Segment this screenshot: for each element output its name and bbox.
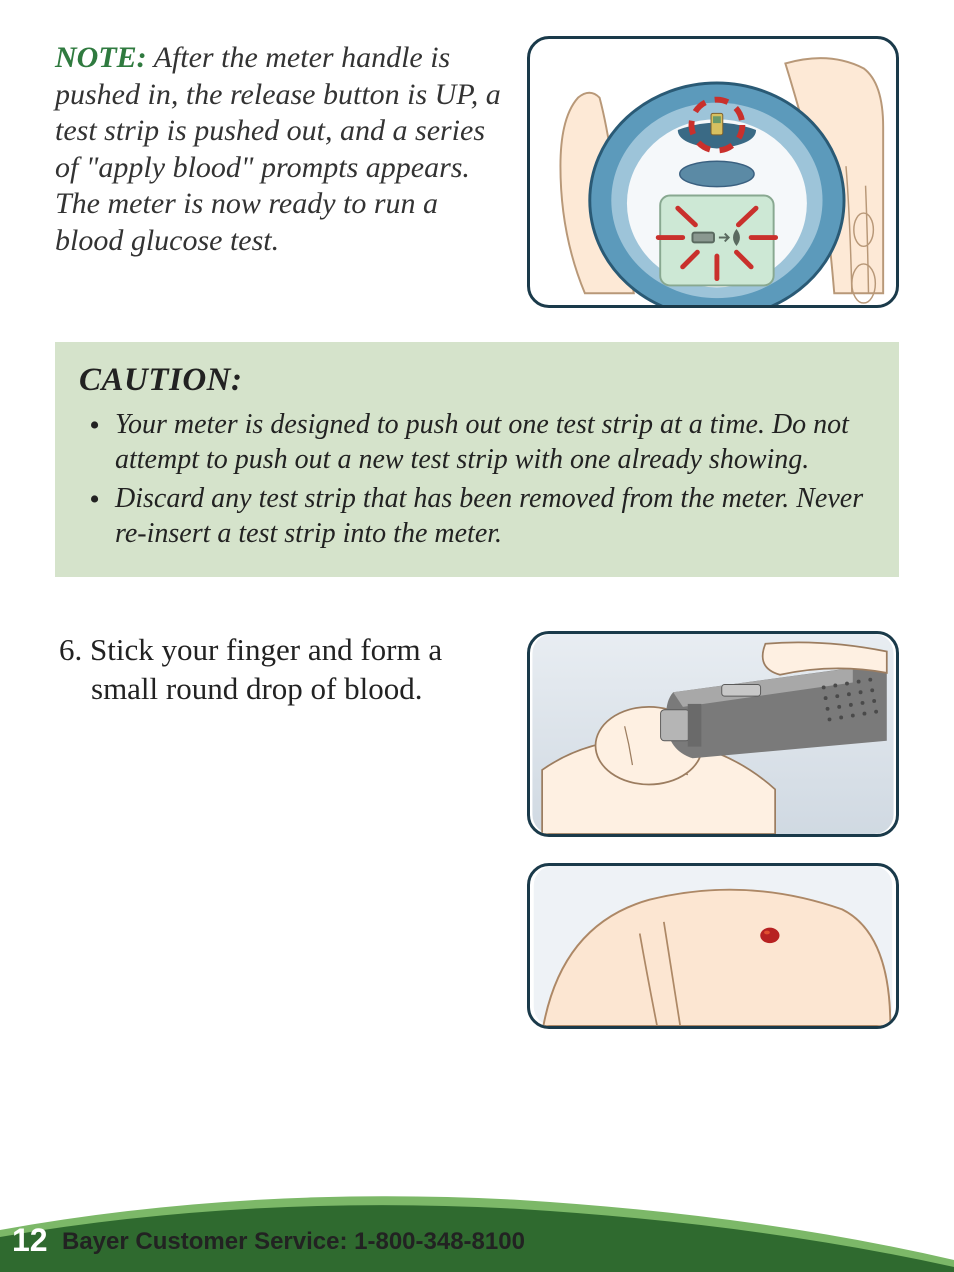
page-number: 12 xyxy=(12,1222,48,1259)
caution-title: CAUTION: xyxy=(79,362,875,399)
caution-box: CAUTION: Your meter is designed to push … xyxy=(55,342,899,577)
lancet-illustration xyxy=(527,631,899,837)
footer-text: Bayer Customer Service: 1-800-348-8100 xyxy=(62,1228,525,1256)
caution-item: Your meter is designed to push out one t… xyxy=(79,407,875,477)
note-text: NOTE: After the meter handle is pushed i… xyxy=(55,36,509,308)
step-body: Stick your finger and form a small round… xyxy=(90,632,442,706)
caution-list: Your meter is designed to push out one t… xyxy=(79,407,875,551)
footer: 12 Bayer Customer Service: 1-800-348-810… xyxy=(0,1182,954,1272)
finger-illustration xyxy=(527,863,899,1029)
step-text: 6. Stick your finger and form a small ro… xyxy=(87,631,497,1029)
note-label: NOTE: xyxy=(55,41,147,74)
note-section: NOTE: After the meter handle is pushed i… xyxy=(55,36,899,308)
step-section: 6. Stick your finger and form a small ro… xyxy=(55,631,899,1029)
caution-item: Discard any test strip that has been rem… xyxy=(79,481,875,551)
step-number: 6. xyxy=(59,632,82,667)
meter-illustration xyxy=(527,36,899,308)
footer-swoosh xyxy=(0,1182,954,1272)
step-images xyxy=(527,631,899,1029)
